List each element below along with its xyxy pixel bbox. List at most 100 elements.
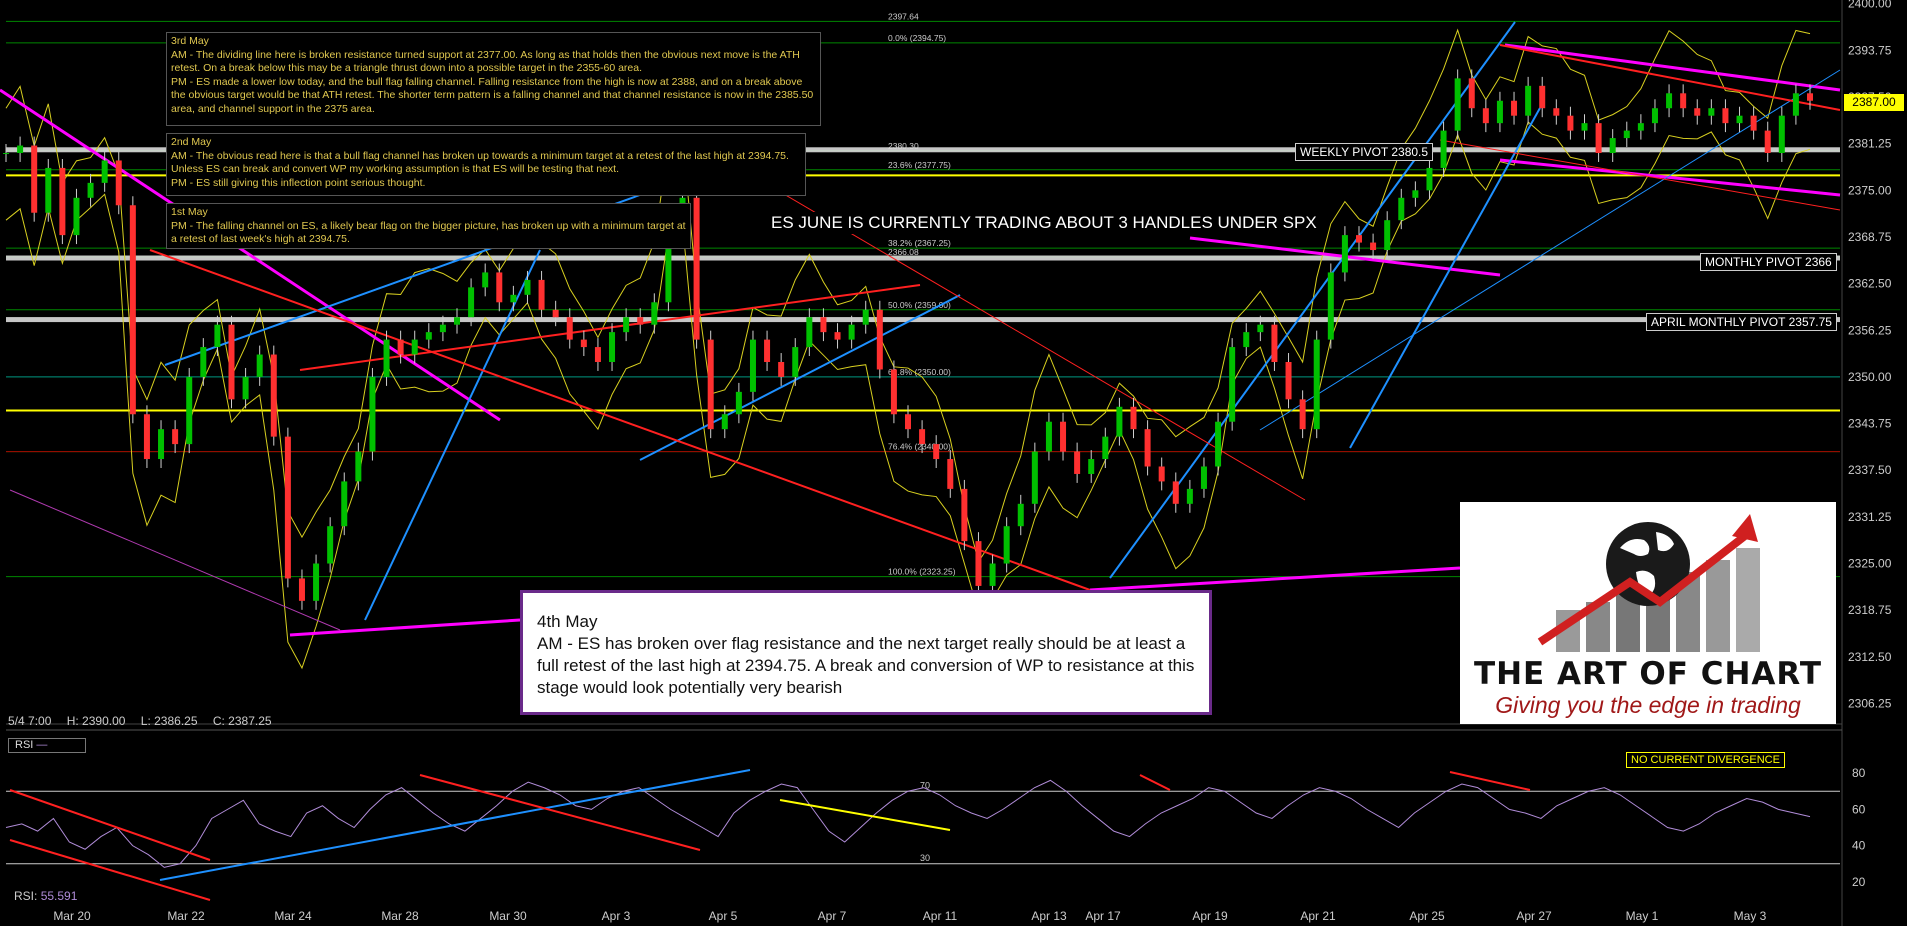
candle-body [439,324,446,333]
y-tick-label: 2312.50 [1848,650,1892,664]
pivot-band [6,255,1840,261]
rsi-trend-line [1449,771,1531,791]
candle-body [454,317,460,325]
candle-body [425,332,432,340]
candle-body [1243,332,1250,348]
candle-body [228,324,235,400]
candle-body [1384,220,1391,251]
y-tick-label: 2325.00 [1848,557,1892,571]
candle-body [1144,429,1151,467]
x-tick-label: Apr 3 [602,909,631,923]
note-4th-may: 4th May AM - ES has broken over flag res… [520,590,1212,715]
candle-body [73,197,80,236]
candle-body [806,317,813,348]
candle-body [1426,167,1433,191]
candle-body [369,376,376,452]
candle-body [552,309,559,318]
instrument-banner: ES JUNE IS CURRENTLY TRADING ABOUT 3 HAN… [768,212,1320,234]
x-tick-label: Apr 13 [1031,909,1067,923]
candle-body [341,481,348,527]
candle-body [820,317,827,333]
candle-body [1764,130,1771,154]
x-tick-label: Mar 24 [274,909,312,923]
candle-body [1553,108,1560,116]
fib-level-label: 100.0% (2323.25) [888,567,956,577]
big-note-title: 4th May [537,612,598,631]
monthly-pivot-label: MONTHLY PIVOT 2366 [1700,253,1837,271]
candle-body [31,145,38,213]
fib-level-label: 23.6% (2377.75) [888,160,951,170]
note-line: PM - The falling channel on ES, a likely… [171,219,686,246]
candle-body [989,563,996,586]
fib-level-label: 2397.64 [888,11,919,21]
bollinger-upper [5,28,1811,564]
candle-body [1750,115,1757,131]
y-tick-label: 2350.00 [1848,370,1892,384]
trend-line [299,284,921,371]
trend-line [639,294,961,461]
candle-body [1186,488,1193,504]
candle-body [496,272,503,303]
fib-level-label: 2366.08 [888,247,919,257]
note-line: PM - ES still giving this inflection poi… [171,176,426,189]
note-title: 2nd May [171,136,212,148]
candle-body [143,414,150,460]
rsi-y-tick: 80 [1852,766,1866,780]
rsi-readout-value: 55.591 [40,889,78,903]
rsi-trend-line [9,839,211,901]
rsi-panel-label[interactable]: RSI ― [8,738,86,753]
rsi-trend-line [419,774,701,851]
candle-body [1074,451,1081,474]
candle-body [214,324,221,348]
candle-body [749,339,756,392]
candle-body [623,317,630,333]
x-tick-label: Apr 7 [818,909,847,923]
candle-body [172,429,179,445]
ohlc-high: H: 2390.00 [66,714,126,728]
fib-level-label: 2380.30 [888,141,919,151]
x-tick-label: May 3 [1734,909,1767,923]
note-line: AM - The dividing line here is broken re… [171,48,800,75]
candle-body [482,272,489,288]
trend-line [1259,69,1841,431]
fib-level-label: 50.0% (2359.00) [888,300,951,310]
candle-body [1229,347,1236,422]
candle-body [580,339,587,348]
candle-body [1792,93,1799,116]
april-monthly-pivot-label: APRIL MONTHLY PIVOT 2357.75 [1646,313,1837,331]
trend-line [1499,44,1841,111]
candle-body [1370,242,1377,251]
rsi-trend-line [779,799,951,831]
candle-body [1017,503,1024,527]
candle-body [566,317,573,340]
note-title: 1st May [171,206,208,218]
candle-body [1736,115,1743,124]
candle-body [1440,130,1447,168]
candle-body [1482,108,1489,124]
candle-body [383,339,390,377]
candle-body [1060,421,1067,452]
candle-body [609,332,616,362]
y-tick-label: 2337.50 [1848,463,1892,477]
candle-body [594,347,601,362]
candle-body [87,182,94,198]
note-line: PM - ES made a lower low today, and the … [171,75,814,115]
candle-body [1088,459,1095,474]
candle-body [947,459,954,489]
x-tick-label: Mar 30 [489,909,527,923]
candle-body [284,436,291,579]
candle-body [1708,108,1715,116]
trend-line [289,618,521,637]
candle-body [1666,93,1673,109]
candle-body [411,339,418,355]
candle-body [764,339,771,362]
candle-body [1130,406,1137,430]
candle-body [115,160,122,206]
candle-body [1807,93,1813,101]
pivot-band [6,147,1840,153]
candle-body [778,362,785,377]
candle-body [45,167,52,213]
trend-line [9,489,341,631]
candle-body [355,451,362,482]
trend-line [1504,43,1841,92]
